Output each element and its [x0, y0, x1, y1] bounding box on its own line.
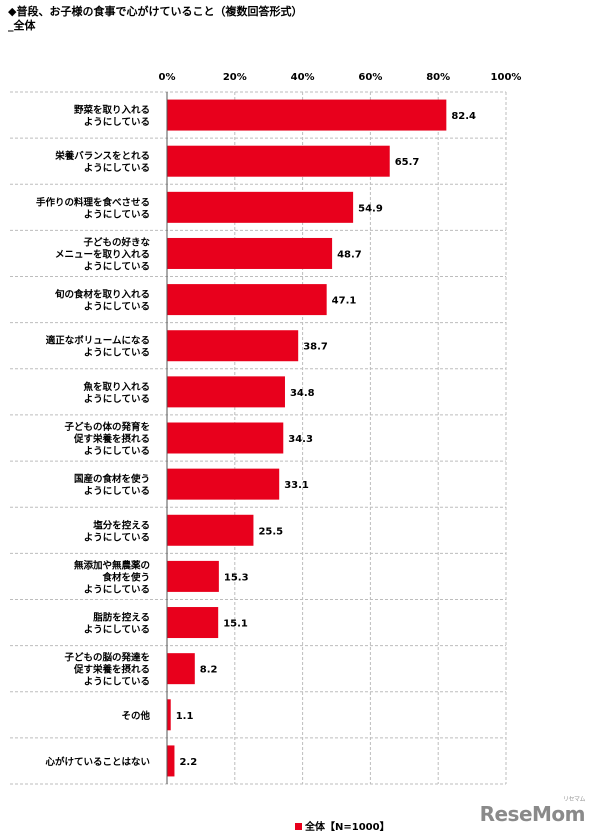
category-label-line: ようにしている: [84, 348, 150, 359]
category-label-line: ようにしている: [84, 394, 150, 405]
value-label: 54.9: [358, 203, 383, 214]
bar: [167, 514, 254, 546]
gridlines: [10, 91, 507, 785]
category-label-line: ようにしている: [84, 163, 150, 174]
category-label-line: 無添加や無農薬の: [74, 559, 150, 571]
category-label: 適正なボリュームになるようにしている: [46, 335, 150, 359]
value-label: 47.1: [332, 296, 357, 307]
value-label: 33.1: [284, 480, 309, 491]
x-tick-label: 80%: [426, 72, 450, 83]
value-label: 65.7: [395, 157, 420, 168]
category-label: 子どもの好きなメニューを取り入れるようにしている: [55, 236, 151, 272]
value-label: 15.3: [224, 572, 249, 583]
category-label: 手作りの料理を食べさせるようにしている: [36, 196, 150, 220]
bars: [167, 99, 447, 777]
category-label-line: ようにしている: [84, 677, 150, 688]
category-label-line: 旬の食材を取り入れる: [54, 289, 150, 301]
value-label: 82.4: [451, 111, 476, 122]
category-label: 脂肪を控えるようにしている: [84, 612, 150, 636]
x-tick-label: 100%: [491, 72, 522, 83]
category-label-line: その他: [121, 710, 150, 722]
bar: [167, 99, 447, 131]
category-label: 子どもの体の発育を促す栄養を摂れるようにしている: [64, 421, 150, 457]
legend-label: 全体【N=1000】: [305, 822, 390, 833]
bar: [167, 468, 280, 500]
category-label-line: メニューを取り入れる: [55, 249, 150, 260]
category-labels: 野菜を取り入れるようにしている栄養バランスをとれるようにしている手作りの料理を食…: [36, 104, 151, 768]
category-label-line: ようにしている: [84, 209, 150, 220]
bar: [167, 607, 219, 639]
bar: [167, 422, 284, 454]
bar: [167, 145, 390, 177]
category-label: 栄養バランスをとれるようにしている: [54, 150, 150, 174]
category-label-line: 野菜を取り入れる: [74, 104, 150, 116]
bar: [167, 237, 333, 269]
category-label-line: 適正なボリュームになる: [46, 335, 150, 347]
category-label-line: ようにしている: [84, 117, 150, 128]
category-label: 無添加や無農薬の食材を使うようにしている: [74, 559, 150, 595]
category-label: 旬の食材を取り入れるようにしている: [54, 289, 150, 313]
chart-subtitle: _全体: [8, 19, 36, 32]
category-label-line: ようにしている: [84, 584, 150, 595]
logo-text: ReseMom: [479, 802, 586, 826]
x-tick-label: 20%: [223, 72, 247, 83]
category-label-line: 食材を使う: [101, 571, 150, 583]
category-label-line: 魚を取り入れる: [83, 381, 150, 393]
category-label-line: ようにしている: [84, 261, 150, 272]
category-label: 国産の食材を使うようにしている: [74, 473, 150, 497]
value-label: 1.1: [176, 711, 194, 722]
category-label-line: 心がけていることはない: [45, 756, 150, 768]
category-label-line: ようにしている: [84, 446, 150, 457]
value-label: 34.8: [290, 388, 315, 399]
category-label-line: 国産の食材を使う: [74, 473, 150, 485]
category-label-line: 塩分を控える: [93, 519, 150, 531]
category-label-line: 子どもの体の発育を: [64, 421, 150, 433]
bar: [167, 191, 354, 223]
category-label-line: 栄養バランスをとれる: [54, 150, 150, 162]
bar: [167, 560, 219, 592]
legend: 全体【N=1000】: [295, 818, 390, 833]
value-label: 25.5: [258, 526, 283, 537]
logo-small-text: リセマム: [562, 796, 586, 803]
chart-title-text: ◆普段、お子様の食事で心がけていること（複数回答形式）: [8, 5, 303, 18]
x-tick-label: 40%: [291, 72, 315, 83]
value-label: 34.3: [288, 434, 313, 445]
category-label-line: ようにしている: [84, 486, 150, 497]
category-label-line: 手作りの料理を食べさせる: [36, 196, 150, 208]
category-label: その他: [121, 710, 150, 722]
category-label-line: ようにしている: [84, 302, 150, 313]
resemom-logo: リセマム ReseMom: [479, 796, 586, 826]
bar: [167, 330, 299, 362]
x-axis-ticks: 0% 20% 40% 60% 80% 100%: [159, 72, 522, 83]
legend-swatch: [295, 823, 302, 830]
category-label-line: 子どもの好きな: [83, 236, 150, 248]
category-label: 魚を取り入れるようにしている: [83, 381, 150, 405]
category-label-line: ようにしている: [84, 532, 150, 543]
chart-title: ◆普段、お子様の食事で心がけていること（複数回答形式） _全体: [8, 5, 302, 33]
value-label: 8.2: [200, 665, 218, 676]
category-label: 塩分を控えるようにしている: [84, 519, 150, 543]
bar: [167, 376, 285, 408]
category-label-line: 脂肪を控える: [92, 612, 150, 624]
category-label-line: 子どもの脳の発達を: [64, 652, 150, 664]
category-label-line: 促す栄養を摂れる: [73, 664, 150, 676]
value-label: 15.1: [223, 619, 248, 630]
bar: [167, 653, 195, 685]
category-label: 心がけていることはない: [45, 756, 150, 768]
x-tick-label: 0%: [159, 72, 176, 83]
category-label-line: 促す栄養を摂れる: [73, 433, 150, 445]
value-labels: 82.4 65.7 54.9 48.7 47.1 38.7 34.8 34.3 33.1 25.5…: [176, 111, 476, 768]
category-label: 野菜を取り入れるようにしている: [74, 104, 150, 128]
bar: [167, 745, 175, 777]
value-label: 2.2: [179, 757, 197, 768]
category-label: 子どもの脳の発達を促す栄養を摂れるようにしている: [64, 652, 150, 688]
category-label-line: ようにしている: [84, 625, 150, 636]
x-tick-label: 60%: [358, 72, 382, 83]
bar: [167, 699, 171, 731]
value-label: 48.7: [337, 249, 362, 260]
bar: [167, 284, 327, 316]
value-label: 38.7: [303, 342, 328, 353]
